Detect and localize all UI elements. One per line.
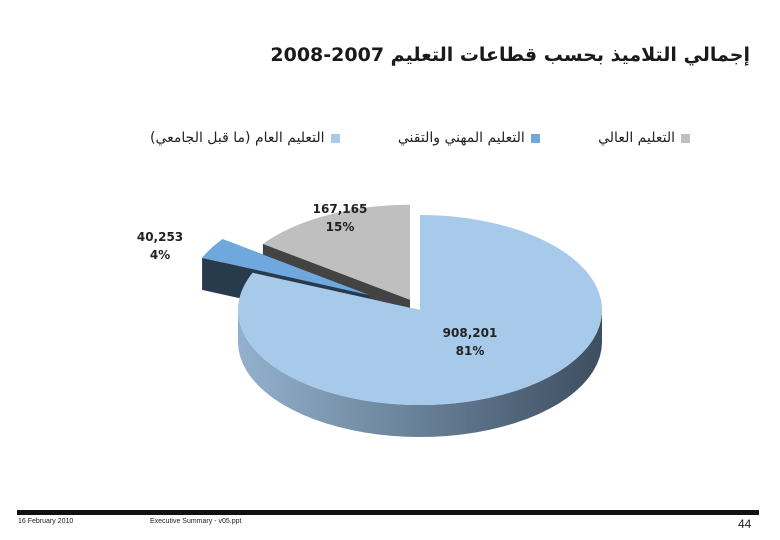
data-label-percent-general: 81% xyxy=(456,344,485,358)
legend-swatch-higher xyxy=(681,133,690,143)
data-label-percent-higher: 15% xyxy=(326,220,355,234)
legend-swatch-general xyxy=(330,133,340,143)
legend-label-vocational: التعليم المهني والتقني xyxy=(397,130,525,146)
legend-item-general: التعليم العام (ما قبل الجامعي) xyxy=(150,130,340,146)
data-label-value-higher: 167,165 xyxy=(313,202,368,216)
pie-slice-general xyxy=(238,215,603,437)
legend-label-higher: التعليم العالي xyxy=(598,130,675,146)
data-label-percent-vocational: 4% xyxy=(150,248,170,262)
legend-item-higher: التعليم العالي xyxy=(598,130,690,146)
legend-swatch-vocational xyxy=(530,133,540,143)
data-label-value-vocational: 40,253 xyxy=(137,230,183,244)
chart-legend: التعليم العام (ما قبل الجامعي) التعليم ا… xyxy=(150,130,690,146)
chart-title: إجمالي التلاميذ بحسب قطاعات التعليم 2007… xyxy=(270,44,750,66)
legend-item-vocational: التعليم المهني والتقني xyxy=(398,130,540,146)
footer-rule xyxy=(17,510,759,515)
footer-date: 16 February 2010 xyxy=(18,518,74,525)
legend-label-general: التعليم العام (ما قبل الجامعي) xyxy=(150,130,325,146)
page-number: 44 xyxy=(738,517,752,531)
footer-filename: Executive Summary - v05.ppt xyxy=(150,518,242,525)
data-label-value-general: 908,201 xyxy=(443,326,498,340)
